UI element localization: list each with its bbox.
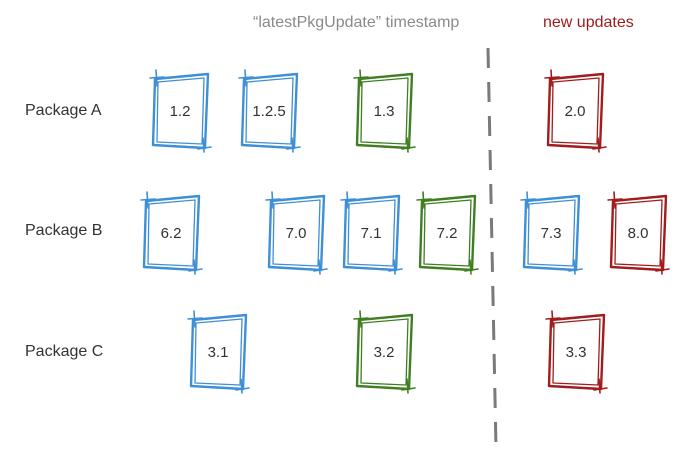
version-box: 7.3 [520,191,583,275]
version-boxes: 1.2 1.2.5 1.3 2.0 6.2 7.0 7.1 7.2 7.3 8.0 3.1 3.2 3.… [140,69,670,394]
version-label: 8.0 [628,225,649,242]
version-box: 1.2 [149,69,212,153]
new-updates-header: new updates [543,14,634,31]
version-box: 3.1 [187,310,250,394]
version-label: 7.1 [361,225,382,242]
version-box: 8.0 [607,191,670,275]
timestamp-divider [486,47,498,449]
version-box: 7.1 [340,191,403,275]
version-label: 6.2 [161,225,182,242]
version-label: 3.2 [374,344,395,361]
version-label: 3.1 [208,344,229,361]
version-box: 3.2 [353,310,416,394]
version-label: 2.0 [565,103,586,120]
package-label-c: Package C [25,343,104,360]
version-box: 2.0 [544,69,607,153]
version-box: 3.3 [545,310,608,394]
version-label: 1.3 [374,103,395,120]
version-label: 1.2.5 [252,103,285,120]
version-box: 6.2 [140,191,203,275]
version-box: 1.2.5 [238,69,301,153]
version-label: 7.2 [437,225,458,242]
version-label: 1.2 [170,103,191,120]
timestamp-header: “latestPkgUpdate” timestamp [253,14,460,31]
version-box: 7.2 [416,191,479,275]
package-label-b: Package B [25,222,103,239]
package-label-a: Package A [25,102,102,119]
version-label: 7.0 [286,225,307,242]
version-box: 1.3 [353,69,416,153]
version-label: 3.3 [566,344,587,361]
version-label: 7.3 [541,225,562,242]
version-box: 7.0 [265,191,328,275]
